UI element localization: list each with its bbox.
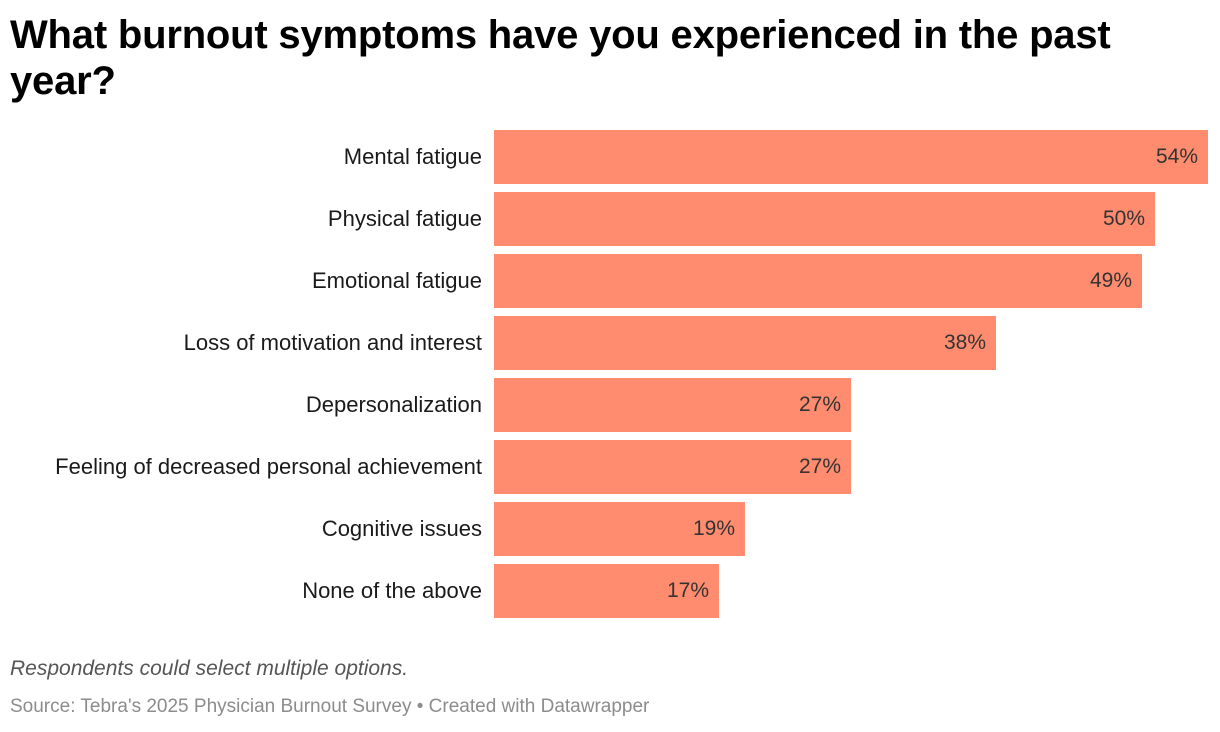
bar-row: Loss of motivation and interest 38% — [0, 312, 1220, 370]
bar-category-label: Feeling of decreased personal achievemen… — [55, 454, 482, 479]
bar — [494, 130, 1208, 184]
bar-row: Feeling of decreased personal achievemen… — [0, 436, 1220, 494]
bar — [494, 502, 745, 556]
credit-link[interactable]: Created with Datawrapper — [428, 696, 650, 717]
bar-value-label: 17% — [666, 579, 709, 602]
bar-row: Mental fatigue 54% — [0, 126, 1220, 184]
bar-row: Emotional fatigue 49% — [0, 250, 1220, 308]
bar-category-label: Physical fatigue — [327, 206, 482, 231]
bar-value-label: 54% — [1155, 145, 1198, 168]
footer-separator: • — [416, 696, 424, 717]
bar — [494, 254, 1142, 308]
bar-chart: Mental fatigue 54% Physical fatigue 50% Emot… — [0, 126, 1220, 626]
source-label: Source: Tebra's 2025 Physician Burnout S… — [10, 696, 412, 717]
bar-category-label: Cognitive issues — [321, 516, 482, 541]
bar-row: None of the above 17% — [0, 560, 1220, 618]
chart-footer: Source: Tebra's 2025 Physician Burnout S… — [10, 696, 649, 718]
bar-value-label: 38% — [943, 331, 986, 354]
bar-category-label: Depersonalization — [305, 392, 482, 417]
bar-category-label: Emotional fatigue — [312, 268, 482, 293]
chart-note: Respondents could select multiple option… — [10, 657, 409, 680]
bar-value-label: 49% — [1089, 269, 1132, 292]
bar-category-label: Mental fatigue — [343, 144, 482, 169]
bar-category-label: None of the above — [302, 578, 482, 603]
bar-value-label: 27% — [798, 455, 841, 478]
chart-title: What burnout symptoms have you experienc… — [10, 13, 1111, 103]
bar-row: Depersonalization 27% — [0, 374, 1220, 432]
bar-value-label: 27% — [798, 393, 841, 416]
bar-value-label: 50% — [1102, 207, 1145, 230]
bar-category-label: Loss of motivation and interest — [183, 330, 482, 355]
bar-value-label: 19% — [692, 517, 735, 540]
bar — [494, 316, 996, 370]
bar — [494, 378, 851, 432]
bar — [494, 192, 1155, 246]
bar-row: Cognitive issues 19% — [0, 498, 1220, 556]
bar — [494, 564, 719, 618]
bar-row: Physical fatigue 50% — [0, 188, 1220, 246]
bar — [494, 440, 851, 494]
